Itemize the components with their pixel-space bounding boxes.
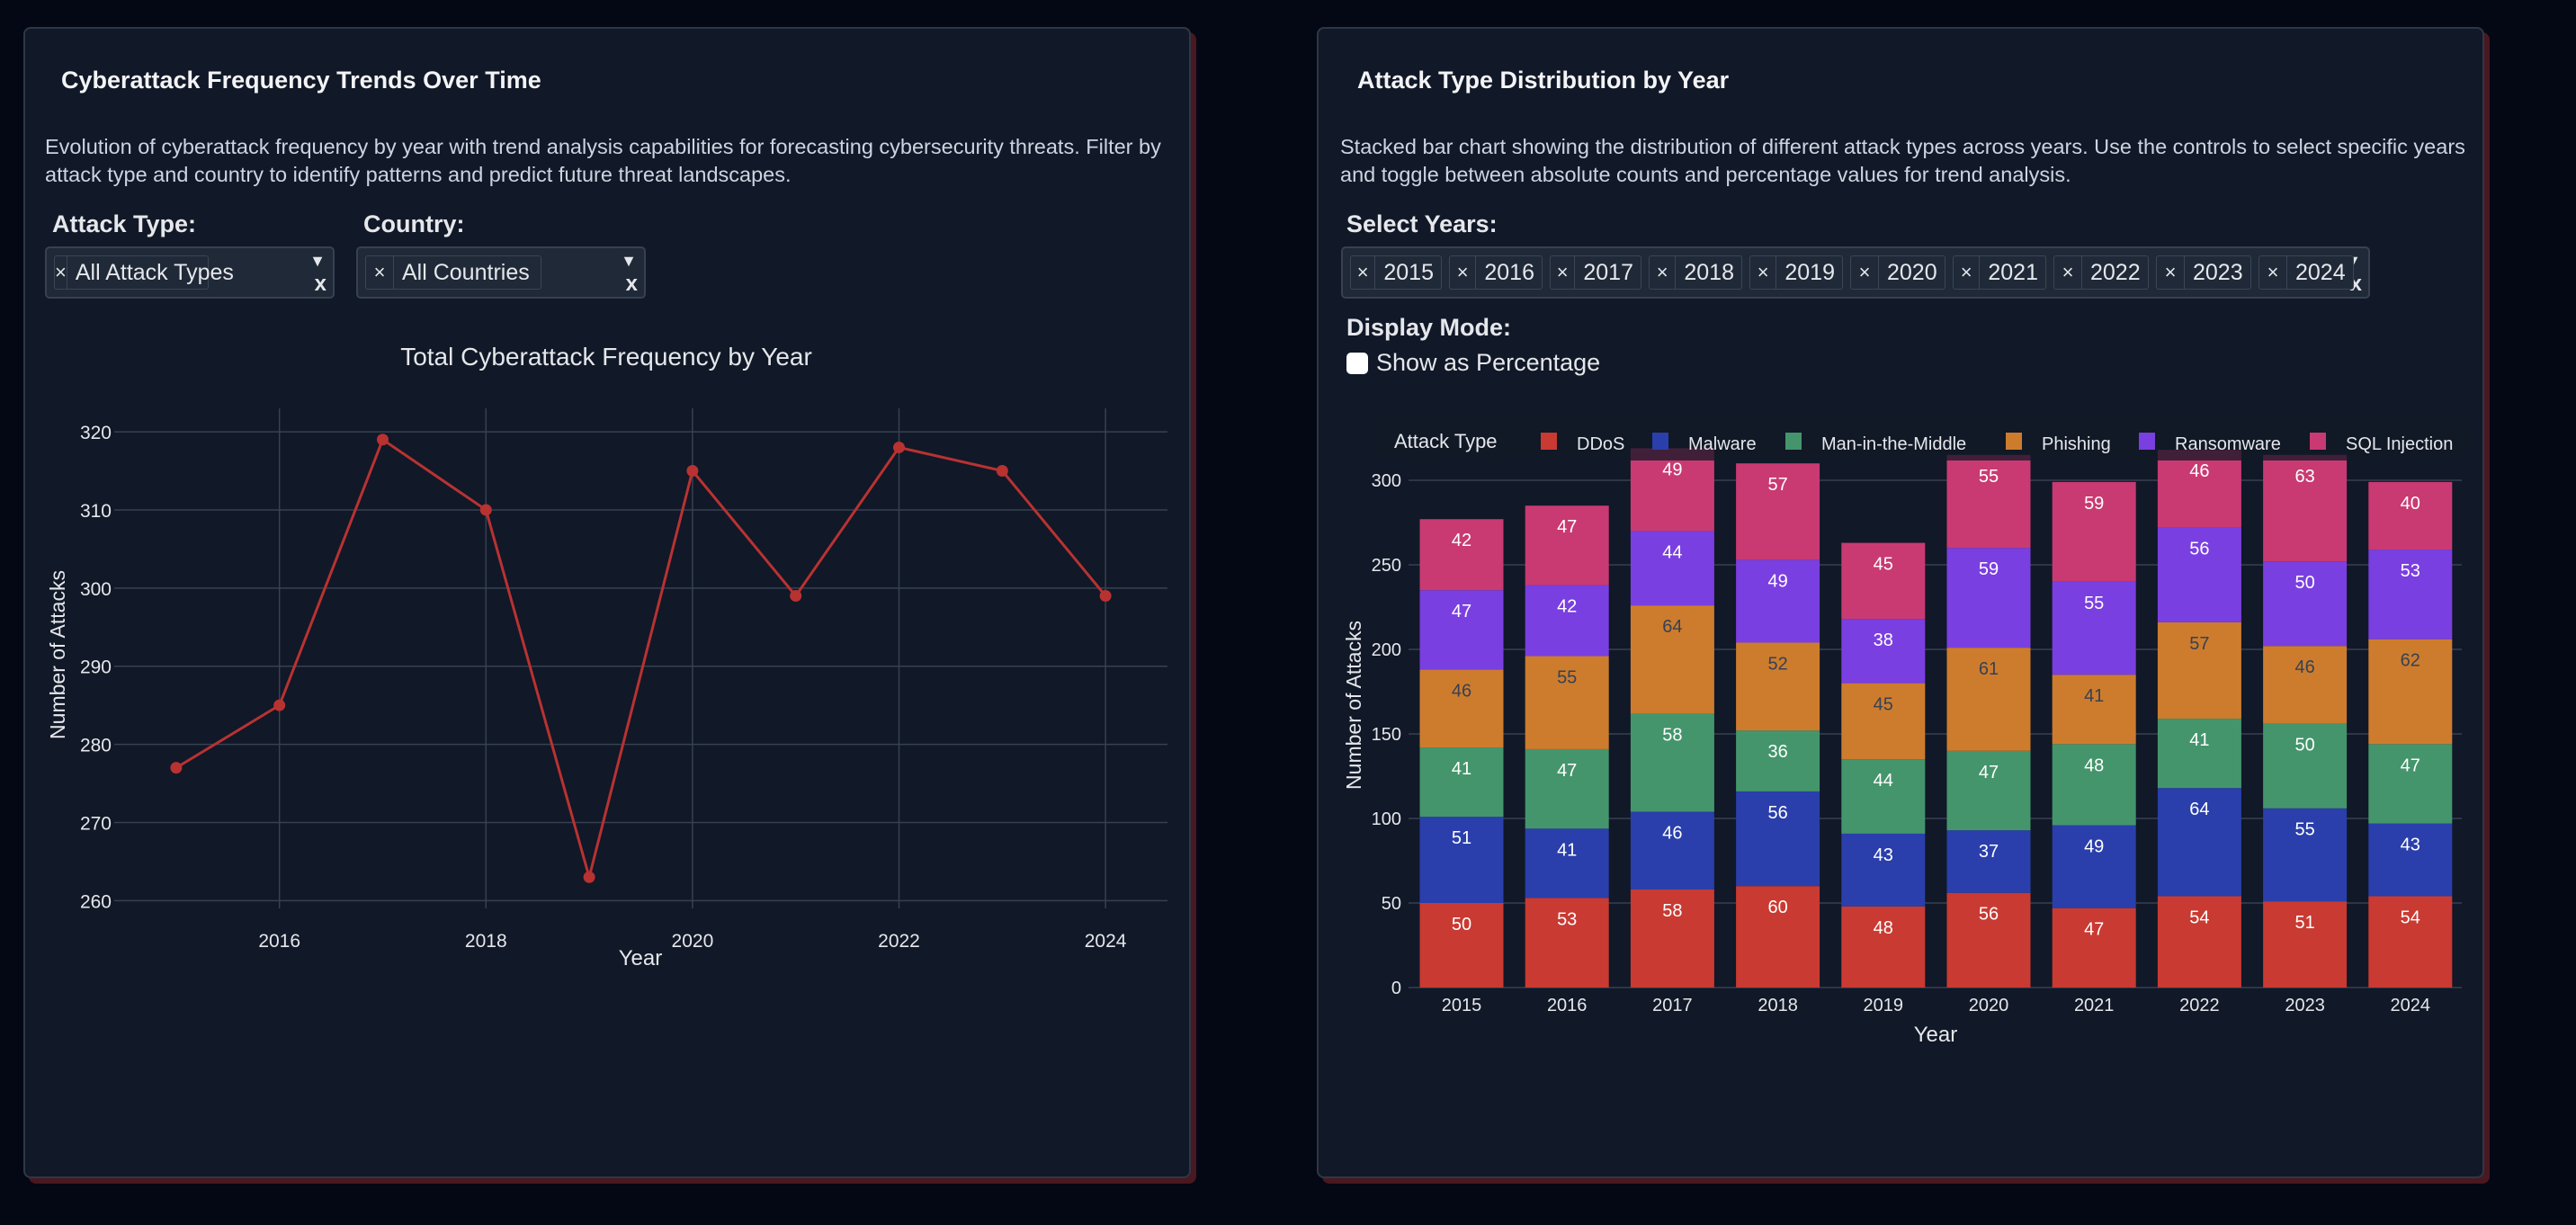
- remove-year-icon[interactable]: ×: [1954, 256, 1981, 289]
- data-point: [996, 465, 1008, 477]
- remove-chip-icon[interactable]: ×: [55, 256, 67, 289]
- x-tick-label: 2018: [465, 931, 507, 952]
- year-chip-label: 2018: [1684, 259, 1734, 285]
- dropdown-arrow-icon[interactable]: ▼: [621, 252, 637, 270]
- trend-panel: [23, 27, 1191, 1178]
- year-chip-label: 2017: [1583, 259, 1633, 285]
- line-chart-y-ticks: 260 270 280 290 300 310 320: [80, 423, 112, 912]
- year-chip-label: 2021: [1988, 259, 2038, 285]
- data-point: [170, 762, 183, 774]
- line-chart-grid: [114, 408, 1167, 908]
- year-chip: × 2020: [1850, 255, 1945, 290]
- line-chart-x-axis-label: Year: [619, 946, 663, 970]
- data-point: [790, 590, 802, 602]
- year-chip-label: 2022: [2090, 259, 2141, 285]
- remove-year-icon[interactable]: ×: [1551, 256, 1576, 289]
- data-point: [583, 871, 595, 883]
- year-chip: × 2017: [1550, 255, 1641, 290]
- remove-year-icon[interactable]: ×: [1851, 256, 1879, 289]
- trend-panel-description: Evolution of cyberattack frequency by ye…: [45, 135, 1161, 186]
- distribution-panel-description: Stacked bar chart showing the distributi…: [1340, 135, 2465, 186]
- trend-panel-title: Cyberattack Frequency Trends Over Time: [61, 67, 541, 94]
- year-chip: × 2023: [2156, 255, 2251, 290]
- year-chip-label: 2024: [2295, 259, 2346, 285]
- data-point: [686, 465, 699, 477]
- remove-year-icon[interactable]: ×: [1450, 256, 1477, 289]
- line-chart-title: Total Cyberattack Frequency by Year: [400, 343, 812, 371]
- dropdown-arrow-icon[interactable]: ▼: [309, 252, 326, 270]
- data-point: [479, 504, 492, 516]
- y-tick-label: 320: [80, 423, 112, 443]
- distribution-panel: [1317, 27, 2484, 1178]
- remove-year-icon[interactable]: ×: [2054, 256, 2082, 289]
- select-years-label: Select Years:: [1346, 210, 1498, 237]
- display-mode-label: Display Mode:: [1346, 314, 1512, 341]
- line-chart-x-ticks: 2016 2018 2020 2022 2024: [258, 931, 1126, 952]
- y-tick-label: 280: [80, 736, 112, 756]
- remove-year-icon[interactable]: ×: [1650, 256, 1677, 289]
- year-chip-label: 2016: [1484, 259, 1534, 285]
- y-tick-label: 260: [80, 891, 112, 912]
- line-chart-series: [170, 434, 1112, 883]
- data-point: [376, 434, 389, 446]
- attack-type-chip-label: All Attack Types: [75, 259, 234, 285]
- year-chip: × 2018: [1649, 255, 1742, 290]
- year-chip: × 2022: [2053, 255, 2149, 290]
- distribution-panel-title: Attack Type Distribution by Year: [1357, 67, 1730, 94]
- year-chip: × 2015: [1350, 255, 1442, 290]
- y-tick-label: 290: [80, 657, 112, 678]
- year-chip-label: 2020: [1887, 259, 1937, 285]
- x-tick-label: 2022: [878, 931, 920, 952]
- clear-all-icon[interactable]: x: [625, 272, 638, 296]
- y-tick-label: 300: [80, 579, 112, 600]
- year-chip: × 2016: [1449, 255, 1543, 290]
- line-chart: Total Cyberattack Frequency by Year 2602…: [46, 343, 1167, 970]
- year-chip-label: 2015: [1383, 259, 1434, 285]
- country-select[interactable]: × All Countries ▼ x: [356, 246, 646, 299]
- year-chip-label: 2019: [1784, 259, 1835, 285]
- x-tick-label: 2024: [1085, 931, 1127, 952]
- clear-all-icon[interactable]: x: [314, 272, 326, 296]
- year-chip: × 2024: [2258, 255, 2354, 290]
- country-label: Country:: [363, 210, 465, 237]
- country-chip: × All Countries: [365, 255, 541, 290]
- remove-year-icon[interactable]: ×: [2157, 256, 2185, 289]
- remove-year-icon[interactable]: ×: [1750, 256, 1777, 289]
- show-percentage-toggle[interactable]: Show as Percentage: [1346, 349, 1600, 377]
- data-point: [1099, 590, 1112, 602]
- data-point: [893, 441, 906, 453]
- year-chip: × 2019: [1749, 255, 1843, 290]
- data-point: [273, 699, 286, 711]
- remove-year-icon[interactable]: ×: [1351, 256, 1376, 289]
- year-chip-label: 2023: [2193, 259, 2243, 285]
- attack-type-label: Attack Type:: [52, 210, 197, 237]
- years-select[interactable]: ▼ x ×2015×2016×2017×2018×2019×2020×2021×…: [1341, 246, 2370, 299]
- y-tick-label: 310: [80, 501, 112, 522]
- y-tick-label: 270: [80, 813, 112, 834]
- show-percentage-checkbox[interactable]: [1346, 352, 1368, 374]
- x-tick-label: 2016: [258, 931, 300, 952]
- remove-year-icon[interactable]: ×: [2259, 256, 2287, 289]
- year-chip: × 2021: [1953, 255, 2046, 290]
- country-chip-label: All Countries: [402, 259, 530, 285]
- line-chart-y-axis-label: Number of Attacks: [46, 570, 69, 739]
- remove-chip-icon[interactable]: ×: [366, 256, 394, 289]
- attack-type-chip: × All Attack Types: [54, 255, 234, 290]
- show-percentage-label: Show as Percentage: [1376, 349, 1601, 376]
- trend-line: [175, 437, 1107, 883]
- attack-type-select[interactable]: × All Attack Types ▼ x: [45, 246, 335, 299]
- x-tick-label: 2020: [672, 931, 714, 952]
